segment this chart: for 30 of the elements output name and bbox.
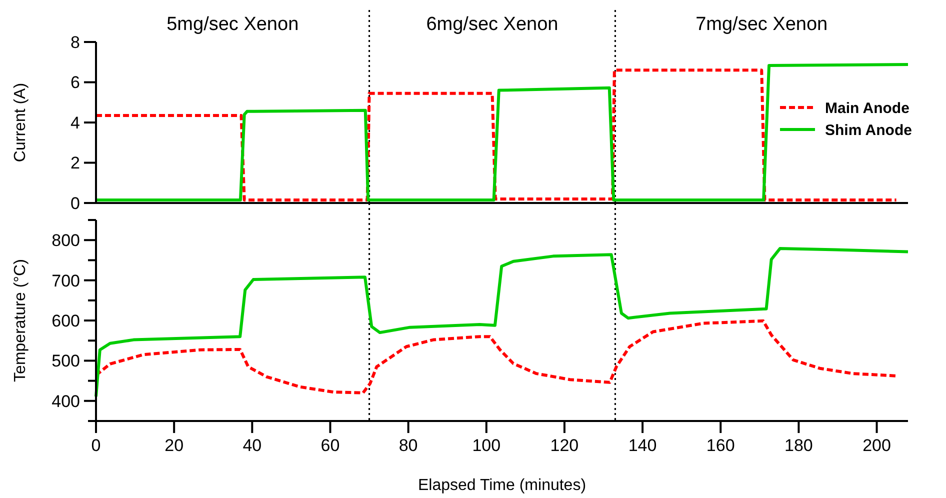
x-tick-label: 200 (862, 436, 891, 455)
x-tick-label: 80 (398, 436, 418, 455)
y-axis-title: Temperature (°C) (12, 259, 29, 382)
text: 6mg/sec Xenon (426, 14, 558, 35)
x-tick-label: 40 (242, 436, 262, 455)
y-tick-label: 0 (70, 194, 80, 213)
y-tick-label: 600 (52, 311, 80, 330)
text: 7mg/sec Xenon (696, 14, 828, 35)
x-tick-label: 180 (784, 436, 813, 455)
x-tick-label: 160 (706, 436, 735, 455)
line-series (94, 247, 910, 398)
y-tick-label: 500 (52, 352, 80, 371)
y-tick-label: 800 (52, 231, 80, 250)
x-tick-label: 0 (91, 436, 101, 455)
text: 5mg/sec Xenon (166, 14, 299, 35)
y-tick-label: 4 (70, 113, 80, 132)
legend-label: Shim Anode (825, 122, 912, 139)
y-tick-label: 700 (52, 271, 80, 290)
y-tick-label: 6 (70, 73, 80, 92)
y-tick-label: 2 (70, 154, 80, 173)
y-tick-label: 400 (52, 392, 80, 411)
legend-label: Main Anode (825, 100, 910, 117)
y-tick-label: 8 (70, 32, 80, 52)
x-tick-label: 140 (628, 436, 657, 455)
x-tick-label: 60 (320, 436, 340, 455)
x-axis-title: Elapsed Time (minutes) (418, 477, 586, 494)
x-tick-label: 120 (550, 436, 579, 455)
y-axis-title: Current (A) (12, 82, 29, 162)
x-tick-label: 20 (164, 436, 184, 455)
x-tick-label: 100 (472, 436, 501, 455)
